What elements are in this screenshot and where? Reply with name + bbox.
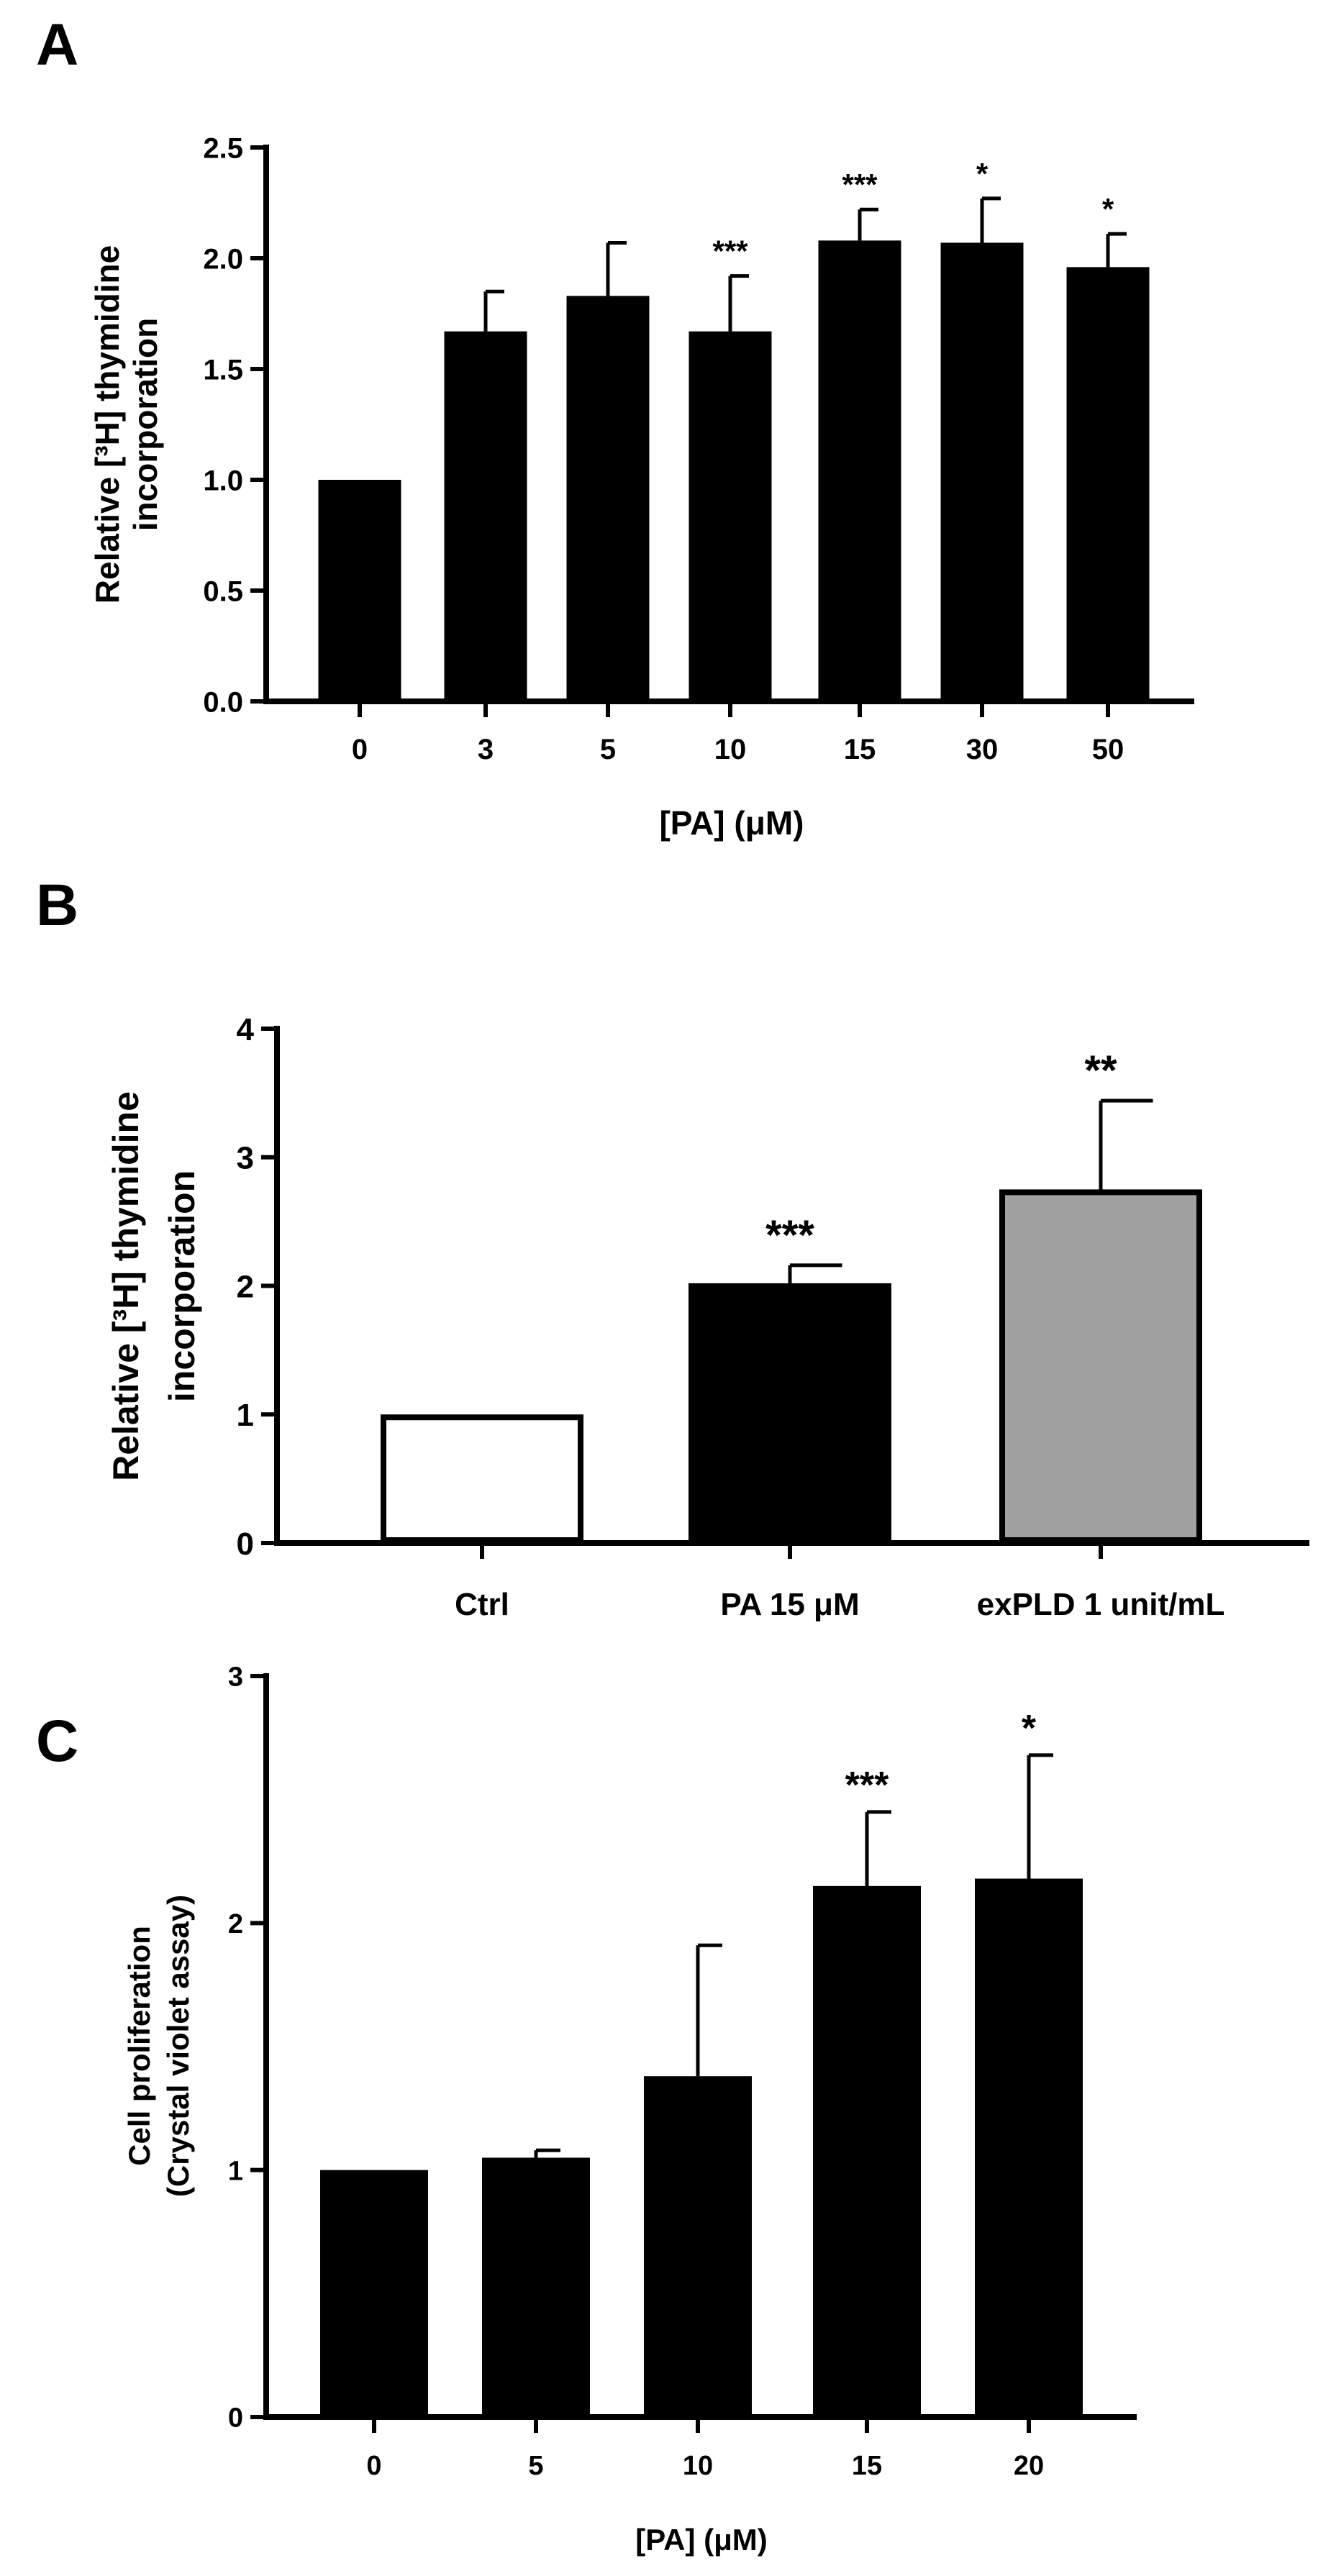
- significance-marker: **: [1084, 1047, 1117, 1094]
- bar-ctrl: [381, 1414, 583, 1543]
- x-tick-label: PA 15 μM: [720, 1587, 859, 1622]
- x-tick-label: 5: [528, 2451, 543, 2481]
- x-tick-label: 0: [352, 734, 368, 765]
- x-tick-label: 10: [714, 734, 747, 765]
- x-tick-label: Ctrl: [455, 1587, 509, 1622]
- x-axis-title: [PA] (μM): [635, 2523, 768, 2557]
- y-axis-title-line: incorporation: [127, 318, 164, 531]
- significance-marker: ***: [845, 1765, 889, 1806]
- x-tick-label: 20: [1014, 2451, 1044, 2481]
- bar-50: [1066, 267, 1150, 698]
- x-axis-title: [PA] (μM): [659, 804, 804, 842]
- bar-15: [818, 240, 901, 698]
- y-axis-title-line: Cell proliferation: [122, 1926, 156, 2166]
- bar-3: [444, 331, 527, 698]
- significance-marker: ***: [765, 1212, 814, 1259]
- bar-expld-1-unit-ml: [999, 1189, 1202, 1543]
- bar-30: [940, 242, 1024, 698]
- y-tick-label: 2: [228, 1909, 243, 1939]
- y-tick-label: 3: [237, 1141, 254, 1176]
- significance-marker: *: [1102, 192, 1114, 226]
- significance-marker: *: [976, 157, 989, 191]
- x-tick-label: 5: [600, 734, 616, 765]
- significance-marker: ***: [842, 168, 878, 201]
- y-tick-label: 1.5: [203, 354, 243, 386]
- panel-letter-c: C: [36, 1708, 79, 1774]
- x-tick-label: exPLD 1 unit/mL: [977, 1587, 1225, 1622]
- bar-5: [482, 2157, 590, 2414]
- bar-20: [975, 1878, 1083, 2414]
- x-tick-label: 15: [852, 2451, 882, 2481]
- x-tick-label: 50: [1092, 734, 1124, 765]
- bar-0: [318, 480, 401, 698]
- y-axis-title-line: (Crystal violet assay): [161, 1895, 195, 2197]
- bar-5: [566, 296, 650, 698]
- y-tick-label: 1.0: [203, 465, 243, 496]
- bar-pa-15-m: [689, 1283, 891, 1544]
- y-axis-title-line: Relative [³H] thymidine: [106, 1091, 146, 1481]
- bar-10: [644, 2076, 752, 2414]
- y-tick-label: 1: [237, 1398, 254, 1433]
- y-tick-label: 1: [228, 2156, 243, 2186]
- y-tick-label: 2.5: [203, 132, 243, 164]
- significance-marker: *: [1022, 1708, 1037, 1749]
- y-tick-label: 2: [237, 1269, 254, 1304]
- y-tick-label: 0: [228, 2403, 243, 2434]
- y-tick-label: 0: [237, 1526, 254, 1562]
- x-tick-label: 3: [478, 734, 494, 765]
- x-tick-label: 10: [683, 2451, 713, 2481]
- y-tick-label: 2.0: [203, 243, 243, 275]
- y-tick-label: 4: [237, 1012, 255, 1047]
- y-tick-label: 0.0: [203, 686, 243, 718]
- x-tick-label: 0: [366, 2451, 381, 2481]
- bar-0: [320, 2170, 428, 2414]
- y-tick-label: 0.5: [203, 575, 243, 607]
- significance-marker: ***: [712, 235, 748, 268]
- x-tick-label: 15: [844, 734, 876, 765]
- bar-15: [813, 1885, 921, 2414]
- y-axis-title-line: Relative [³H] thymidine: [88, 245, 126, 604]
- bar-10: [689, 331, 772, 698]
- x-tick-label: 30: [966, 734, 999, 765]
- y-tick-label: 3: [228, 1662, 243, 1693]
- panel-letter-a: A: [36, 12, 79, 78]
- panel-letter-b: B: [36, 873, 79, 938]
- y-axis-title-line: incorporation: [162, 1170, 202, 1402]
